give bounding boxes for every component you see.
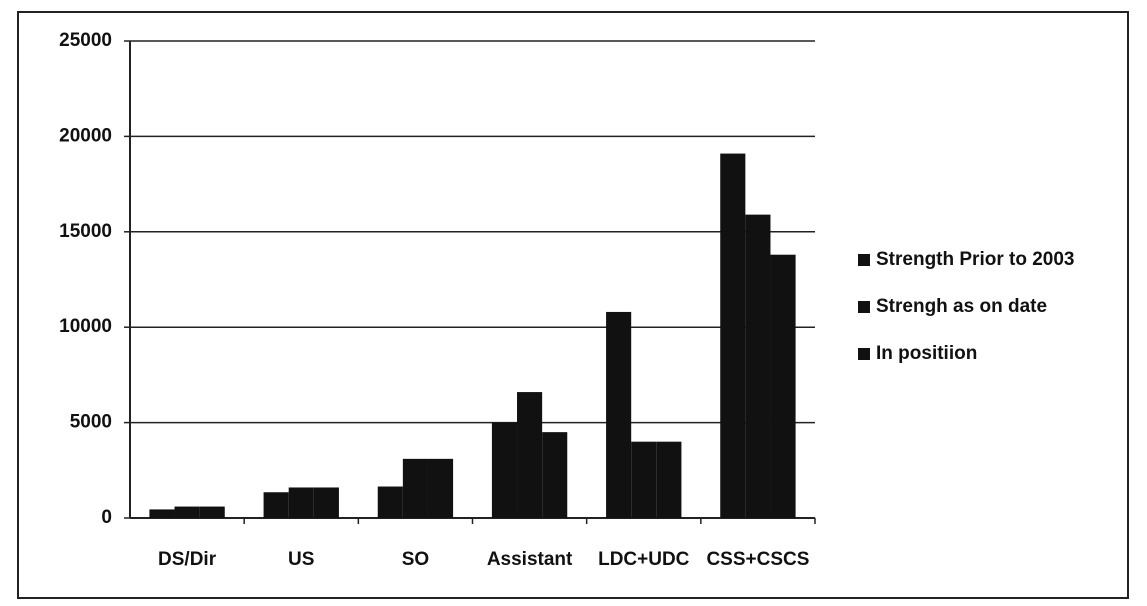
bar [427,458,454,518]
y-tick-label: 20000 [59,125,112,146]
x-tick-label: Assistant [487,549,573,570]
bar [199,506,225,518]
bar [288,487,314,518]
legend-marker [858,254,870,266]
bar [149,509,175,518]
x-tick-label: CSS+CSCS [706,549,809,570]
bar [313,487,339,518]
legend-marker [858,301,870,313]
x-tick-label: LDC+UDC [598,549,690,570]
bar [174,506,200,518]
x-tick-label: US [288,549,314,570]
x-tick-label: DS/Dir [158,549,217,570]
legend-label: Strength Prior to 2003 [876,249,1075,270]
y-tick-label: 10000 [59,316,112,337]
y-tick-label: 15000 [59,221,112,242]
legend-label: In positiion [876,343,977,364]
y-tick-label: 25000 [59,30,112,51]
bar [720,153,746,518]
legend-marker [858,348,870,360]
bar [542,432,568,518]
bar [631,441,657,518]
bar [491,422,518,518]
bar [745,214,771,519]
legend-label: Strengh as on date [876,296,1047,317]
bar [377,486,403,518]
y-tick-label: 5000 [70,412,112,433]
bar [606,311,632,518]
bar [517,392,543,518]
bar [402,458,428,518]
bar [656,441,682,518]
bar [263,492,289,518]
bar [770,254,796,519]
chart-border [17,11,1129,599]
x-tick-label: SO [402,549,429,570]
y-tick-label: 0 [101,507,112,528]
